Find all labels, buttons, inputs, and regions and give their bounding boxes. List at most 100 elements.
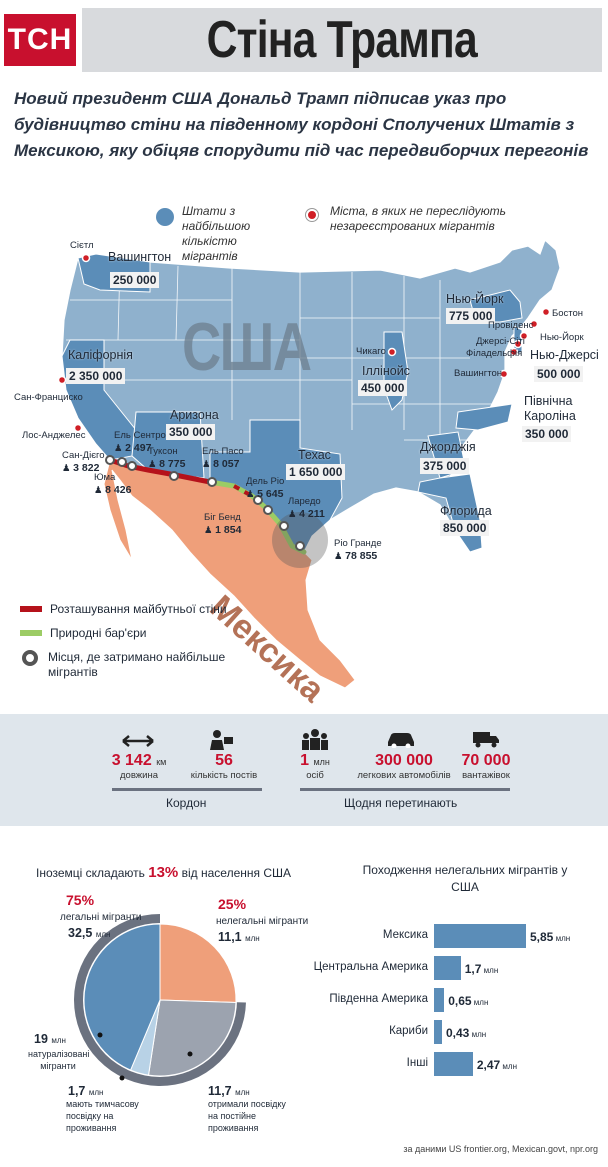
legend-wall-swatch xyxy=(20,606,42,612)
border-point-name: Юма xyxy=(94,472,116,483)
pie-temporary-label: мають тимчасову посвідку на проживання xyxy=(66,1099,139,1133)
bar-category-label: Мексика xyxy=(382,929,428,941)
legend-detained-swatch xyxy=(22,650,38,666)
border-point-count: ♟ 3 822 xyxy=(62,462,100,474)
bar-value-label: 2,47 млн xyxy=(476,1058,518,1072)
state-label: Каліфорнія xyxy=(68,348,133,362)
border-point-name: Дель Ріо xyxy=(246,476,285,487)
legend-cities-swatch xyxy=(306,209,318,221)
tsn-logo[interactable]: ТСН xyxy=(4,14,80,70)
daily-group-line xyxy=(300,788,510,791)
border-point: Ель Сентро ♟ 2 497 xyxy=(114,430,166,455)
pie-temporary-value: 1,7 млн xyxy=(68,1084,104,1098)
stat-length: 3 142 км довжина xyxy=(106,752,172,781)
pie-illegal-value: 11,1 млн xyxy=(218,930,260,944)
state-value: 250 000 xyxy=(110,272,160,288)
border-point-count: ♟ 78 855 xyxy=(334,550,378,562)
pie-legal-label: легальні мігранти xyxy=(60,912,142,923)
border-point-name: Сан-Дієго xyxy=(62,450,105,461)
border-point-count: ♟ 8 426 xyxy=(94,484,132,496)
border-point: Біг Бенд ♟ 1 854 xyxy=(204,512,241,537)
bar-rect xyxy=(434,1020,442,1044)
border-point: Юма ♟ 8 426 xyxy=(94,472,131,497)
pie-naturalized-slice xyxy=(83,923,161,1071)
stat-trucks-label: вантажівок xyxy=(462,770,510,781)
border-point: Дель Ріо ♟ 5 645 xyxy=(246,476,284,501)
border-point-count: ♟ 8 775 xyxy=(148,458,186,470)
pie-title: Іноземці складають 13% від населення США xyxy=(36,864,291,881)
bar-value-label: 5,85 млн xyxy=(530,930,571,944)
state-label: Джорджія xyxy=(420,440,476,454)
subtitle: Новий президент США Дональд Трамп підпис… xyxy=(14,89,589,160)
pie-naturalized-label: натуралізовані мігранти xyxy=(28,1049,90,1071)
state-value: 350 000 xyxy=(522,426,572,442)
pie-permanent-label: отримали посвідку на постійне проживання xyxy=(208,1099,286,1133)
legend-detained: Місця, де затримано найбільше мігрантів xyxy=(20,650,248,680)
border-point: Туксон ♟ 8 775 xyxy=(148,446,185,471)
state-value: 2 350 000 xyxy=(66,368,126,384)
bar-title: Походження нелегальних мігрантів у США xyxy=(362,863,568,894)
border-group-title: Кордон xyxy=(166,796,207,810)
city-label: Бостон xyxy=(552,308,584,319)
state-label: Північна Кароліна xyxy=(524,394,576,423)
state-value: 375 000 xyxy=(420,458,470,474)
stat-cars-value: 300 000 xyxy=(375,752,433,769)
stat-posts: 56 кількість постів xyxy=(186,752,262,781)
bar-category-label: Південна Америка xyxy=(329,993,428,1005)
wall-dash xyxy=(233,484,253,498)
state-value: 775 000 xyxy=(446,308,496,324)
bar-category-label: Центральна Америка xyxy=(313,961,428,973)
city-dots xyxy=(57,253,551,433)
pie-title-prefix: Іноземці складають xyxy=(36,866,145,880)
border-point-name: Туксон xyxy=(148,446,178,457)
border-point: Ларедо ♟ 4 211 xyxy=(288,496,325,521)
border-point: Сан-Дієго ♟ 3 822 xyxy=(62,450,105,475)
stat-people-value: 1 xyxy=(300,752,310,769)
legend-natural-label: Природні бар'єри xyxy=(50,626,147,640)
border-group-line xyxy=(112,788,262,791)
stat-length-value: 3 142 xyxy=(111,752,152,769)
border-point-name: Ларедо xyxy=(288,496,321,507)
detention-markers xyxy=(105,455,305,551)
state-value: 500 000 xyxy=(534,366,584,382)
city-label: Вашингтон xyxy=(454,368,503,379)
border-point-name: Біг Бенд xyxy=(204,512,241,523)
stat-people-unit: млн xyxy=(313,757,330,767)
pie-leader-dot xyxy=(119,1075,125,1081)
stat-trucks: 70 000 вантажівок xyxy=(454,752,518,781)
stat-posts-value: 56 xyxy=(215,752,233,769)
source-note: за даними US frontier.org, Mexican.govt,… xyxy=(403,1144,598,1154)
pie-permanent-slice xyxy=(147,999,237,1077)
border-point-name: Ель Пасо xyxy=(202,446,244,457)
bar-rect xyxy=(434,1052,473,1076)
bar-category-label: Кариби xyxy=(389,1025,428,1037)
stat-cars: 300 000 легкових автомобілів xyxy=(356,752,452,781)
pie-legal-value: 32,5 млн xyxy=(68,926,111,940)
pie-legal-pct: 75% xyxy=(66,892,95,908)
border-point-count: ♟ 8 057 xyxy=(202,458,240,470)
state-label: Нью-Джерсі xyxy=(530,348,599,362)
border-point-name: Ель Сентро xyxy=(114,430,166,441)
legend-states-label: Штати з найбільшою кількістю мігрантів xyxy=(182,204,251,263)
pie-illegal-label: нелегальні мігранти xyxy=(216,916,309,927)
car-icon xyxy=(388,733,414,748)
stat-length-unit: км xyxy=(156,757,167,767)
border-point-count: ♟ 2 497 xyxy=(114,442,152,454)
bar-value-label: 0,65 млн xyxy=(448,994,489,1008)
pie-permanent-value: 11,7 млн xyxy=(208,1084,250,1098)
header: ТСН Стіна Трампа xyxy=(0,0,608,78)
bar-value-label: 0,43 млн xyxy=(446,1026,487,1040)
stat-length-label: довжина xyxy=(120,770,158,781)
border-point-name: Ріо Гранде xyxy=(334,538,382,549)
state-value: 450 000 xyxy=(358,380,408,396)
state-label: Нью-Йорк xyxy=(446,292,504,306)
city-label: Провіденс xyxy=(488,320,534,331)
city-label: Джерсі-Сіті xyxy=(476,336,525,347)
arrows-icon xyxy=(122,735,154,747)
state-ncarolina xyxy=(455,403,513,431)
page-title: Стіна Трампа xyxy=(206,11,478,69)
bar-rect xyxy=(434,924,526,948)
stats-band xyxy=(0,714,608,826)
daily-group-title: Щодня перетинають xyxy=(344,796,458,810)
legend-natural-swatch xyxy=(20,630,42,636)
